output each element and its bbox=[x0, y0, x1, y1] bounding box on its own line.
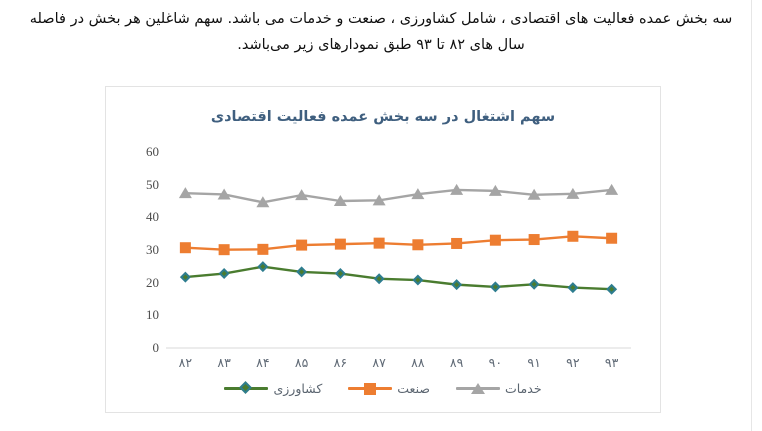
data-point-marker-square bbox=[296, 239, 308, 251]
x-tick-label: ۸۸ bbox=[411, 355, 425, 370]
data-point-marker-triangle bbox=[411, 188, 425, 200]
x-tick-label: ۹۰ bbox=[488, 355, 503, 370]
data-point-marker-diamond bbox=[257, 261, 269, 273]
plot-area: 60 50 40 30 20 10 0 bbox=[146, 144, 631, 355]
data-point-marker-triangle bbox=[566, 187, 580, 199]
x-tick-label: ۸۲ bbox=[178, 355, 193, 370]
series-agriculture bbox=[179, 261, 618, 295]
data-point-marker-triangle bbox=[178, 187, 192, 199]
x-tick-label: ۸۴ bbox=[256, 355, 270, 370]
data-point-marker-diamond bbox=[412, 274, 424, 286]
data-point-marker-triangle bbox=[488, 184, 502, 196]
legend-label-agriculture: کشاورزی bbox=[273, 381, 323, 396]
legend-swatch-services bbox=[455, 382, 500, 396]
data-point-marker-square bbox=[334, 238, 346, 250]
y-tick-label: 50 bbox=[146, 176, 159, 192]
data-point-marker-triangle bbox=[333, 195, 347, 206]
data-point-marker-square bbox=[489, 234, 501, 246]
data-point-marker-diamond bbox=[567, 282, 579, 294]
data-point-marker-triangle bbox=[256, 196, 270, 208]
data-point-marker-square bbox=[412, 239, 424, 251]
legend-marker-industry bbox=[364, 382, 377, 395]
intro-paragraph: سه بخش عمده فعالیت های اقتصادی ، شامل کش… bbox=[0, 0, 762, 58]
x-tick-label: ۸۹ bbox=[449, 355, 464, 370]
data-point-marker-diamond bbox=[334, 268, 346, 280]
legend-swatch-agriculture bbox=[224, 381, 269, 396]
legend-label-services: خدمات bbox=[504, 381, 542, 396]
chart-plot-svg bbox=[166, 183, 631, 349]
x-tick-label: ۸۶ bbox=[333, 355, 348, 370]
legend-swatch-industry bbox=[348, 382, 393, 396]
data-point-marker-diamond bbox=[296, 266, 308, 278]
chart-title: سهم اشتغال در سه بخش عمده فعالیت اقتصادی bbox=[210, 109, 556, 125]
data-point-marker-square bbox=[451, 237, 463, 249]
series-industry bbox=[179, 230, 618, 256]
data-point-marker-square bbox=[606, 232, 618, 244]
legend-label-industry: صنعت bbox=[397, 381, 430, 396]
data-point-marker-diamond bbox=[451, 279, 463, 291]
data-point-marker-triangle bbox=[217, 188, 231, 200]
data-point-marker-diamond bbox=[528, 278, 540, 290]
data-point-marker-square bbox=[257, 243, 269, 255]
x-tick-label: ۹۱ bbox=[527, 355, 541, 370]
data-point-marker-triangle bbox=[605, 183, 619, 195]
legend-marker-services bbox=[470, 382, 485, 394]
data-point-marker-diamond bbox=[489, 281, 501, 293]
y-tick-label: 10 bbox=[146, 307, 159, 323]
x-tick-label: ۹۳ bbox=[604, 355, 619, 370]
data-point-marker-diamond bbox=[218, 268, 230, 280]
y-tick-label: 60 bbox=[146, 144, 159, 159]
intro-line-2: سال های ۸۲ تا ۹۳ طبق نمودارهای زیر می‌با… bbox=[237, 37, 525, 53]
x-axis-tick-labels: ۸۲ ۸۳ ۸۴ ۸۵ ۸۶ ۸۷ ۸۸ ۸۹ ۹۰ ۹۱ ۹۲ ۹۳ bbox=[166, 355, 631, 379]
intro-line-1: سه بخش عمده فعالیت های اقتصادی ، شامل کش… bbox=[29, 11, 733, 27]
data-point-marker-square bbox=[528, 234, 540, 246]
series-services bbox=[178, 183, 619, 208]
chart-container: سهم اشتغال در سه بخش عمده فعالیت اقتصادی… bbox=[105, 86, 661, 413]
data-point-marker-square bbox=[218, 244, 230, 256]
data-point-marker-triangle bbox=[527, 188, 541, 200]
data-point-marker-triangle bbox=[372, 194, 386, 206]
data-point-marker-triangle bbox=[450, 183, 464, 195]
data-point-marker-diamond bbox=[373, 273, 385, 285]
series-line-industry bbox=[184, 235, 613, 251]
data-point-marker-diamond bbox=[179, 271, 191, 283]
series-line-services bbox=[184, 188, 613, 204]
data-point-marker-square bbox=[567, 230, 579, 242]
y-tick-label: 30 bbox=[146, 242, 159, 257]
x-tick-label: ۸۳ bbox=[217, 355, 231, 370]
data-point-marker-square bbox=[179, 242, 191, 254]
legend-item-agriculture[interactable]: کشاورزی bbox=[224, 381, 322, 396]
page-edge-divider bbox=[751, 0, 752, 431]
y-tick-label: 20 bbox=[146, 274, 159, 290]
x-tick-label: ۸۷ bbox=[372, 355, 386, 370]
chart-legend: کشاورزی صنعت خدمات bbox=[106, 381, 660, 396]
legend-item-industry[interactable]: صنعت bbox=[348, 381, 430, 396]
legend-item-services[interactable]: خدمات bbox=[455, 381, 542, 396]
data-point-marker-diamond bbox=[606, 283, 618, 295]
legend-marker-agriculture bbox=[239, 381, 252, 394]
x-tick-label: ۸۵ bbox=[294, 355, 309, 370]
x-tick-label: ۹۲ bbox=[566, 355, 580, 370]
data-point-marker-triangle bbox=[295, 189, 309, 201]
y-tick-label: 0 bbox=[152, 340, 160, 355]
data-point-marker-square bbox=[373, 237, 385, 249]
series-line-agriculture bbox=[184, 265, 613, 291]
y-tick-label: 40 bbox=[146, 209, 159, 225]
